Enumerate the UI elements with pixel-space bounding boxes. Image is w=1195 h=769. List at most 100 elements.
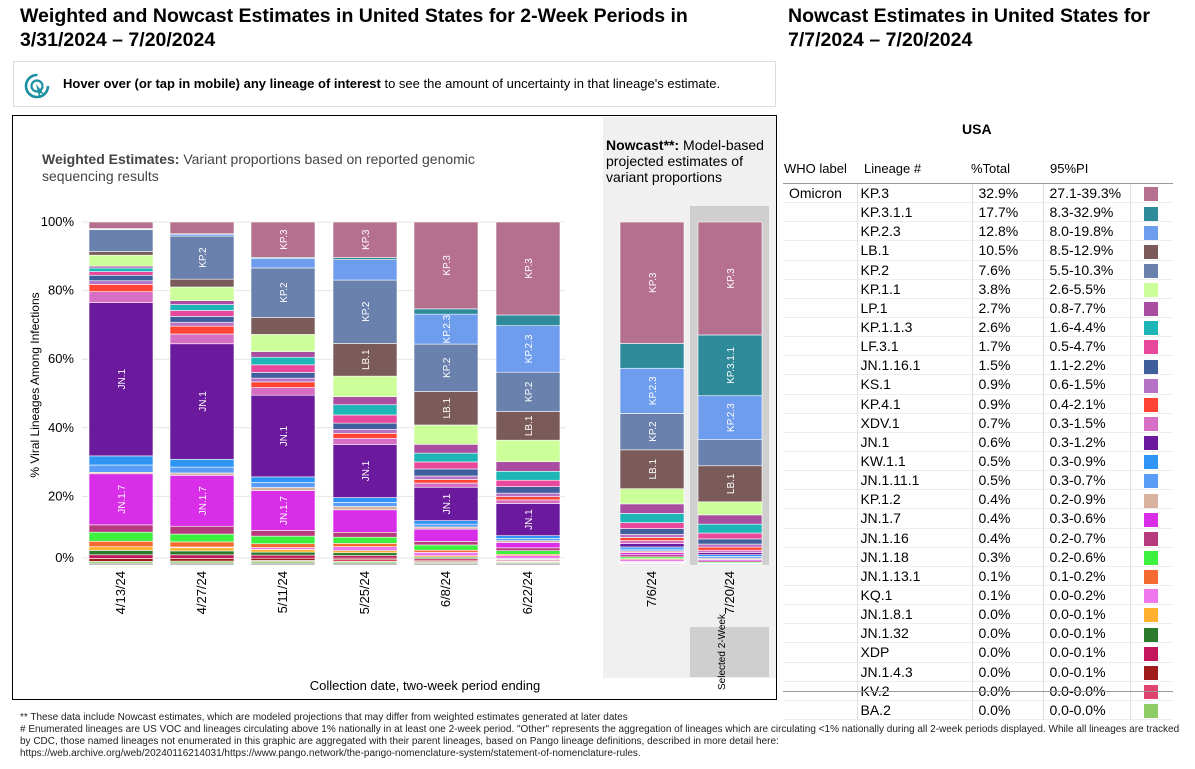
bar-segment-jn-1-13-1[interactable] (250, 543, 316, 548)
table-row[interactable]: KW.1.1 0.5% 0.3-0.9% (783, 451, 1173, 471)
bar-segment-kp-4-1[interactable] (413, 479, 479, 484)
bar-segment-kp-3-1-1[interactable] (495, 314, 561, 327)
bar-segment-kp-2[interactable] (619, 413, 685, 451)
bar-segment-jn-1-7[interactable] (88, 473, 154, 526)
bar-segment-jn-1-18[interactable] (413, 544, 479, 551)
bar-segment-kp-2[interactable] (697, 439, 763, 467)
bar-segment-jn-1[interactable] (413, 486, 479, 521)
bar-segment-lf-3-1[interactable] (495, 479, 561, 487)
bar-segment-jn-1-13-1[interactable] (413, 549, 479, 553)
bar-segment-jn-1-4-3[interactable] (250, 557, 316, 561)
bar-segment-jn-1-32[interactable] (332, 552, 398, 556)
bar-segment-lb-1[interactable] (697, 465, 763, 503)
bar-segment-kw-1-1[interactable] (413, 520, 479, 525)
bar-segment-lf-3-1[interactable] (169, 310, 235, 317)
bar-segment-kp-2[interactable] (332, 279, 398, 344)
table-row[interactable]: JN.1.13.1 0.1% 0.1-0.2% (783, 566, 1173, 586)
bar-segment-kp-3[interactable] (697, 221, 763, 336)
bar-segment-jn-1-16[interactable] (619, 554, 685, 558)
bar-segment-kp-1-2[interactable] (332, 506, 398, 511)
bar-segment-jn-1-16[interactable] (250, 530, 316, 537)
bar-segment-kw-1-1[interactable] (332, 497, 398, 503)
bar-segment-jn-1-16[interactable] (169, 525, 235, 535)
bar-segment-lf-3-1[interactable] (619, 522, 685, 529)
bar-segment-jn-1-18[interactable] (250, 535, 316, 545)
bar-segment-ks-1[interactable] (619, 533, 685, 538)
bar-segment-kw-1-1[interactable] (250, 476, 316, 483)
bar-segment-kp-3-1-1[interactable] (697, 334, 763, 397)
bar-segment-lf-3-1[interactable] (88, 271, 154, 276)
bar-segment-lp-1[interactable] (495, 461, 561, 472)
bar-segment-kp-2[interactable] (250, 267, 316, 318)
bar-segment-kp-3[interactable] (250, 221, 316, 258)
table-row[interactable]: JN.1.16 0.4% 0.2-0.7% (783, 528, 1173, 548)
bar-segment-kp-1-1[interactable] (495, 439, 561, 462)
table-row[interactable]: KP.1.1.3 2.6% 1.6-4.4% (783, 317, 1173, 337)
bar-segment-xdv-1[interactable] (250, 387, 316, 396)
bar-segment-kp-1-1[interactable] (697, 501, 763, 516)
bar-segment-jn-1-8-1[interactable] (88, 546, 154, 551)
table-row[interactable]: LP.1 2.7% 0.8-7.7% (783, 298, 1173, 318)
bar-segment-jn-1[interactable] (495, 503, 561, 536)
table-row[interactable]: KP.2.3 12.8% 8.0-19.8% (783, 221, 1173, 241)
bar-segment-kp-2-3[interactable] (495, 325, 561, 373)
bar-segment-jn-1-4-3[interactable] (88, 558, 154, 562)
bar-segment-kp-1-1-3[interactable] (697, 523, 763, 534)
bar-segment-jn-1[interactable] (619, 543, 685, 548)
bar-segment-kp-2-3[interactable] (250, 258, 316, 269)
bar-segment-lf-3-1[interactable] (332, 414, 398, 424)
bar-segment-jn-1-16-1[interactable] (169, 316, 235, 323)
bar-segment-xdv-1[interactable] (619, 540, 685, 544)
table-row[interactable]: Omicron KP.3 32.9% 27.1-39.3% (783, 184, 1173, 203)
bar-segment-jn-1-18[interactable] (169, 533, 235, 543)
bar-segment-lf-3-1[interactable] (697, 532, 763, 540)
bar-segment-lp-1[interactable] (619, 503, 685, 514)
bar-segment-jn-1-16-1[interactable] (332, 422, 398, 430)
bar-segment-lb-1[interactable] (619, 449, 685, 489)
bar-segment-xdv-1[interactable] (332, 437, 398, 445)
table-row[interactable]: JN.1.32 0.0% 0.0-0.1% (783, 623, 1173, 643)
bar-segment-lp-1[interactable] (169, 300, 235, 305)
bar-segment-kp-1-1[interactable] (250, 334, 316, 352)
bar-segment-jn-1-18[interactable] (88, 531, 154, 542)
bar-segment-kp-1-2[interactable] (169, 472, 235, 476)
bar-segment-kp-4-1[interactable] (332, 433, 398, 439)
bar-segment-jn-1-16[interactable] (413, 541, 479, 546)
bar-segment-jn-1-32[interactable] (88, 550, 154, 556)
bar-segment-lb-1[interactable] (250, 317, 316, 335)
table-row[interactable]: LF.3.1 1.7% 0.5-4.7% (783, 336, 1173, 356)
bar-segment-kp-1-1[interactable] (413, 424, 479, 445)
bar-segment-kp-2[interactable] (495, 371, 561, 412)
bar-segment-kp-3[interactable] (88, 221, 154, 229)
bar-segment-lf-3-1[interactable] (250, 364, 316, 373)
bar-segment-kp-1-2[interactable] (413, 526, 479, 530)
bar-segment-xdp[interactable] (169, 554, 235, 559)
bar-segment-lp-1[interactable] (697, 514, 763, 525)
bar-segment-kp-4-1[interactable] (619, 537, 685, 541)
bar-segment-jn-1-7[interactable] (619, 552, 685, 556)
bar-segment-lp-1[interactable] (413, 444, 479, 454)
table-row[interactable]: KP.1.2 0.4% 0.2-0.9% (783, 489, 1173, 509)
bar-segment-jn-1[interactable] (332, 444, 398, 498)
bar-segment-kp-2[interactable] (169, 235, 235, 280)
bar-segment-kp-1-1[interactable] (88, 254, 154, 267)
bar-segment-jn-1-16[interactable] (495, 547, 561, 551)
table-row[interactable]: JN.1.11.1 0.5% 0.3-0.7% (783, 470, 1173, 490)
bar-segment-kp-4-1[interactable] (495, 496, 561, 501)
bar-segment-jn-1-16-1[interactable] (697, 538, 763, 545)
table-row[interactable]: KP.1.1 3.8% 2.6-5.5% (783, 279, 1173, 299)
bar-segment-xdp[interactable] (250, 554, 316, 559)
table-row[interactable]: KP.4.1 0.9% 0.4-2.1% (783, 394, 1173, 414)
bar-segment-kp-2[interactable] (413, 343, 479, 392)
table-row[interactable]: JN.1.16.1 1.5% 1.1-2.2% (783, 355, 1173, 375)
bar-segment-kw-1-1[interactable] (88, 455, 154, 466)
bar-segment-xdv-1[interactable] (169, 333, 235, 345)
table-row[interactable]: XDV.1 0.7% 0.3-1.5% (783, 413, 1173, 433)
bar-segment-ks-1[interactable] (169, 321, 235, 327)
bar-segment-xdp[interactable] (88, 554, 154, 559)
bar-segment-jn-1-11-1[interactable] (88, 464, 154, 473)
bar-segment-jn-1[interactable] (88, 302, 154, 457)
bar-segment-kp-1-1-3[interactable] (332, 404, 398, 416)
table-row[interactable]: BA.2 0.0% 0.0-0.0% (783, 700, 1173, 720)
table-row[interactable]: JN.1.8.1 0.0% 0.0-0.1% (783, 604, 1173, 624)
